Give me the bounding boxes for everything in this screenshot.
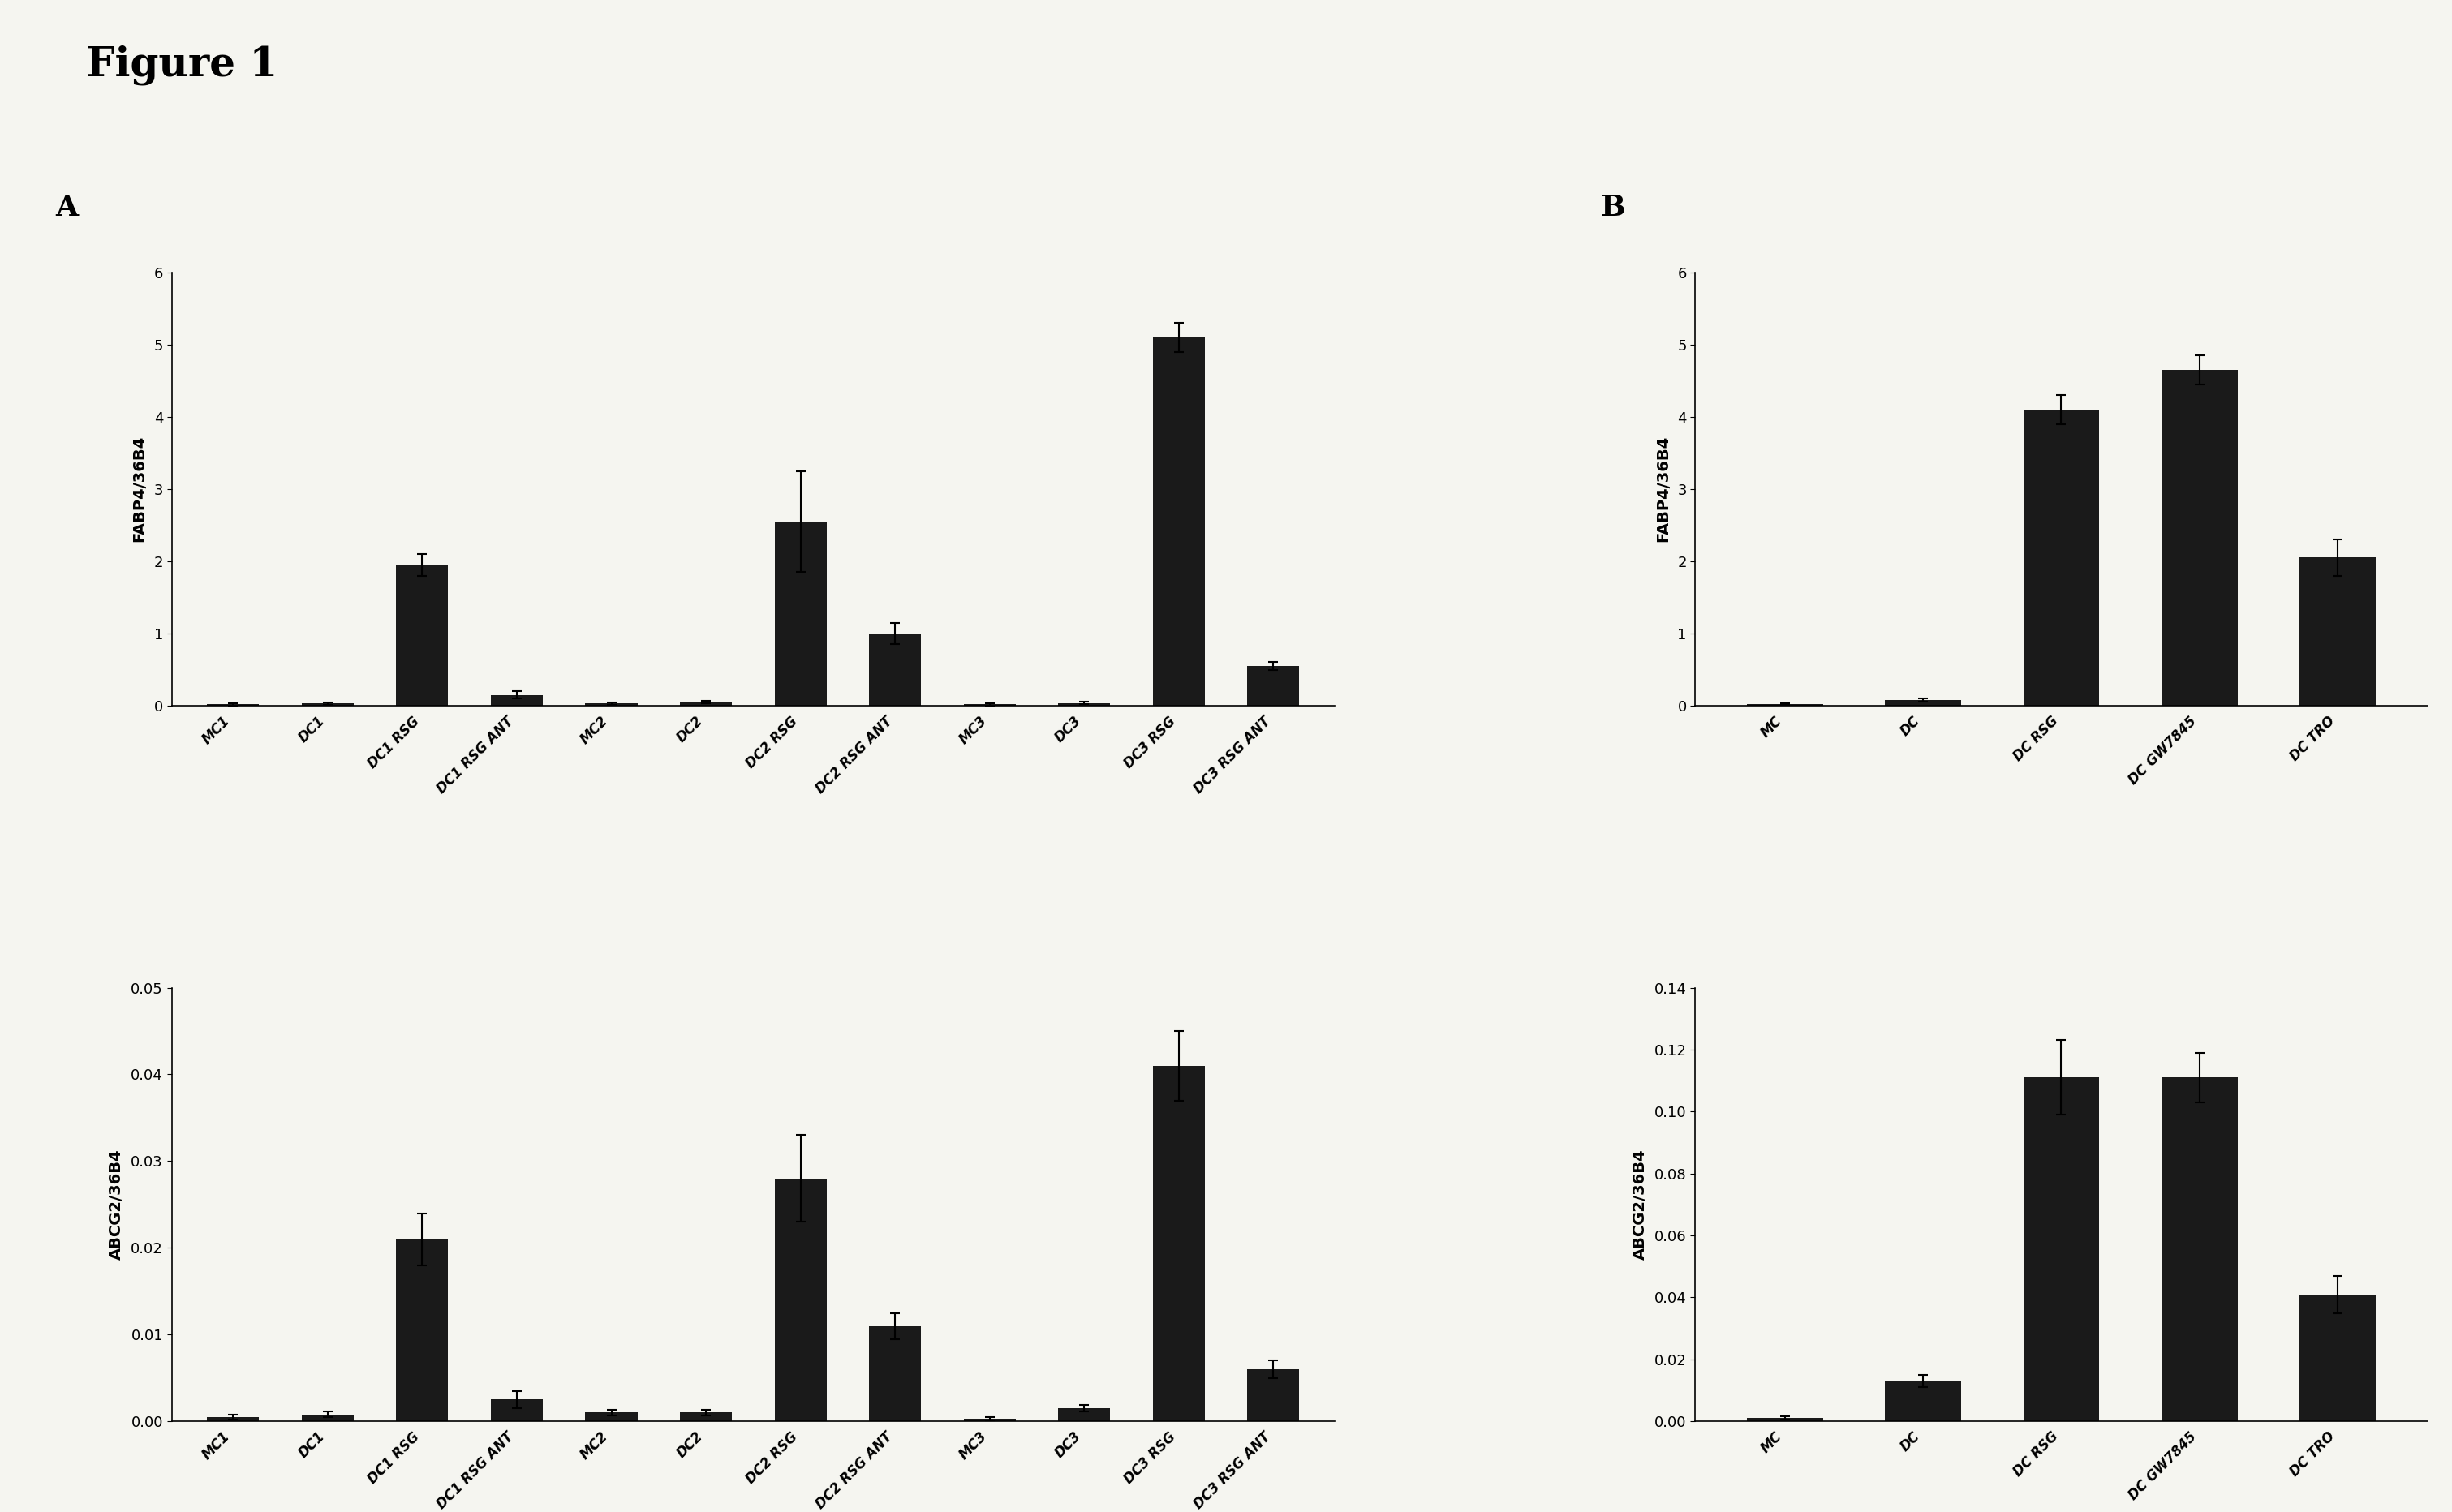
Bar bbox=[679, 702, 733, 706]
Bar bbox=[1886, 1380, 1962, 1421]
Bar bbox=[586, 1412, 638, 1421]
Bar bbox=[868, 634, 922, 706]
Bar bbox=[397, 1240, 449, 1421]
Bar bbox=[1248, 1370, 1300, 1421]
Bar bbox=[586, 703, 638, 706]
Bar bbox=[2300, 1294, 2376, 1421]
Y-axis label: FABP4/36B4: FABP4/36B4 bbox=[1655, 435, 1670, 543]
Y-axis label: FABP4/36B4: FABP4/36B4 bbox=[132, 435, 147, 543]
Bar bbox=[775, 1178, 826, 1421]
Bar bbox=[2163, 370, 2239, 706]
Bar bbox=[775, 522, 826, 706]
Bar bbox=[206, 1417, 260, 1421]
Bar bbox=[1746, 1418, 1822, 1421]
Bar bbox=[1152, 337, 1204, 706]
Bar bbox=[2163, 1078, 2239, 1421]
Bar bbox=[2300, 558, 2376, 706]
Bar bbox=[397, 565, 449, 706]
Text: B: B bbox=[1599, 194, 1626, 222]
Bar bbox=[679, 1412, 733, 1421]
Bar bbox=[868, 1326, 922, 1421]
Bar bbox=[1059, 1408, 1111, 1421]
Y-axis label: ABCG2/36B4: ABCG2/36B4 bbox=[1633, 1149, 1648, 1259]
Y-axis label: ABCG2/36B4: ABCG2/36B4 bbox=[108, 1149, 125, 1259]
Bar bbox=[2023, 410, 2099, 706]
Bar bbox=[1248, 667, 1300, 706]
Bar bbox=[490, 696, 542, 706]
Bar bbox=[302, 1414, 353, 1421]
Bar bbox=[490, 1400, 542, 1421]
Bar bbox=[1059, 703, 1111, 706]
Bar bbox=[1152, 1066, 1204, 1421]
Bar bbox=[1886, 700, 1962, 706]
Bar bbox=[964, 1418, 1015, 1421]
Text: A: A bbox=[56, 194, 78, 222]
Text: Figure 1: Figure 1 bbox=[86, 45, 277, 86]
Bar bbox=[2023, 1078, 2099, 1421]
Bar bbox=[302, 703, 353, 706]
